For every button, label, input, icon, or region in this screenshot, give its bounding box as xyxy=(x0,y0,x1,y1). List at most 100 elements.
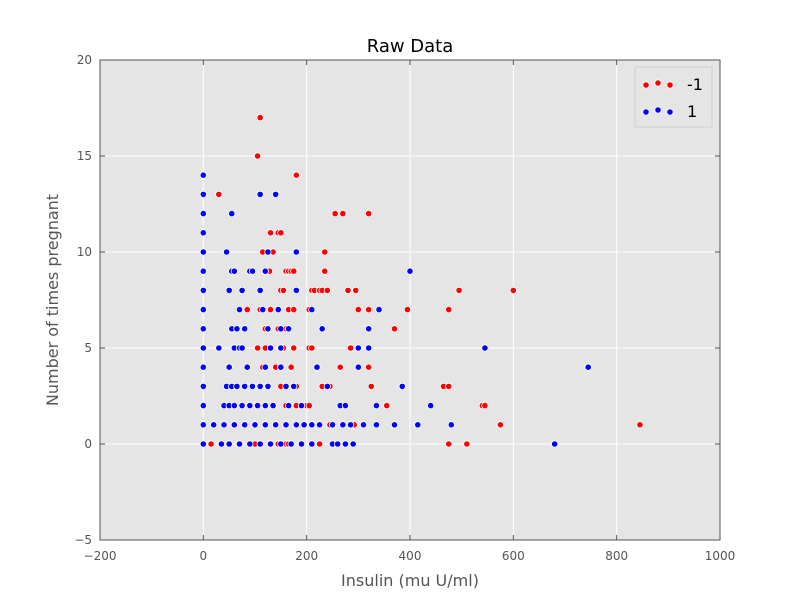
point-pos1 xyxy=(238,344,246,352)
point-neg1 xyxy=(243,305,251,314)
y-tick-label: 10 xyxy=(77,245,92,259)
point-pos1 xyxy=(199,267,207,275)
point-pos1 xyxy=(277,440,285,448)
point-neg1 xyxy=(367,382,375,390)
point-neg1 xyxy=(445,382,453,390)
point-pos1 xyxy=(372,401,381,410)
point-neg1 xyxy=(215,190,223,198)
point-neg1 xyxy=(279,286,288,294)
point-pos1 xyxy=(318,325,326,333)
y-tick-label: 15 xyxy=(77,149,92,163)
x-axis-label: Insulin (mu U/ml) xyxy=(341,571,479,590)
point-pos1 xyxy=(243,363,251,371)
point-pos1 xyxy=(290,382,298,390)
point-neg1 xyxy=(308,344,316,352)
point-pos1 xyxy=(414,421,422,429)
point-pos1 xyxy=(375,305,383,314)
point-pos1 xyxy=(284,325,293,333)
point-pos1 xyxy=(259,305,267,314)
point-pos1 xyxy=(266,344,275,352)
legend-marker xyxy=(666,81,674,89)
point-neg1 xyxy=(509,286,517,294)
point-pos1 xyxy=(246,401,254,410)
point-pos1 xyxy=(297,440,306,448)
point-neg1 xyxy=(403,305,412,314)
point-neg1 xyxy=(253,344,262,352)
point-pos1 xyxy=(248,267,257,275)
point-neg1 xyxy=(266,305,275,314)
point-pos1 xyxy=(341,401,350,410)
x-tick-label: 800 xyxy=(605,549,628,563)
point-pos1 xyxy=(199,190,207,198)
point-pos1 xyxy=(584,363,592,371)
point-pos1 xyxy=(235,440,244,448)
point-neg1 xyxy=(266,229,275,237)
point-pos1 xyxy=(277,363,285,371)
y-tick-label: 5 xyxy=(84,341,92,355)
point-pos1 xyxy=(264,382,272,390)
point-pos1 xyxy=(261,267,269,275)
legend: -11 xyxy=(634,66,713,128)
point-pos1 xyxy=(308,421,316,429)
point-pos1 xyxy=(256,440,264,448)
x-tick-label: 600 xyxy=(502,549,525,563)
y-tick-label: 20 xyxy=(77,53,92,67)
legend-marker xyxy=(654,79,662,87)
point-pos1 xyxy=(274,305,282,314)
legend-marker xyxy=(642,81,650,89)
point-pos1 xyxy=(334,440,342,448)
point-pos1 xyxy=(551,440,559,448)
point-neg1 xyxy=(445,440,453,448)
point-pos1 xyxy=(272,190,280,198)
point-pos1 xyxy=(241,421,249,429)
point-neg1 xyxy=(323,286,331,294)
point-neg1 xyxy=(253,152,262,160)
x-tick-label: 0 xyxy=(200,549,208,563)
point-neg1 xyxy=(354,305,362,314)
point-pos1 xyxy=(447,421,455,429)
axis-ticks: −200 0 200 400 600 800 1000 −5 0 5 10 15 20 xyxy=(74,53,735,563)
point-pos1 xyxy=(365,344,373,352)
point-pos1 xyxy=(241,382,249,390)
point-pos1 xyxy=(199,363,207,371)
point-pos1 xyxy=(256,286,264,294)
point-pos1 xyxy=(233,382,241,390)
point-pos1 xyxy=(339,421,347,429)
point-neg1 xyxy=(207,440,215,448)
point-pos1 xyxy=(328,421,337,429)
point-pos1 xyxy=(199,440,207,448)
point-pos1 xyxy=(251,421,259,429)
point-pos1 xyxy=(261,421,269,429)
point-pos1 xyxy=(233,325,241,333)
point-pos1 xyxy=(199,305,207,314)
point-neg1 xyxy=(390,325,399,333)
point-pos1 xyxy=(292,421,300,429)
point-neg1 xyxy=(365,210,373,218)
point-neg1 xyxy=(321,248,329,256)
y-tick-label: 0 xyxy=(84,437,92,451)
point-pos1 xyxy=(238,401,246,410)
point-pos1 xyxy=(264,325,272,333)
point-pos1 xyxy=(390,421,399,429)
point-neg1 xyxy=(496,421,505,429)
point-pos1 xyxy=(277,325,285,333)
x-tick-label: 1000 xyxy=(705,549,736,563)
point-neg1 xyxy=(290,305,298,314)
point-neg1 xyxy=(256,114,264,122)
point-pos1 xyxy=(272,421,280,429)
point-pos1 xyxy=(230,267,238,275)
point-pos1 xyxy=(241,325,249,333)
point-pos1 xyxy=(300,421,308,429)
point-pos1 xyxy=(341,440,350,448)
point-pos1 xyxy=(308,305,316,314)
point-neg1 xyxy=(331,210,339,218)
point-neg1 xyxy=(290,267,298,275)
point-pos1 xyxy=(199,210,207,218)
legend-marker xyxy=(654,106,662,114)
point-pos1 xyxy=(261,363,269,371)
point-pos1 xyxy=(225,286,233,294)
point-pos1 xyxy=(199,248,207,256)
point-neg1 xyxy=(290,344,298,352)
point-neg1 xyxy=(321,267,329,275)
